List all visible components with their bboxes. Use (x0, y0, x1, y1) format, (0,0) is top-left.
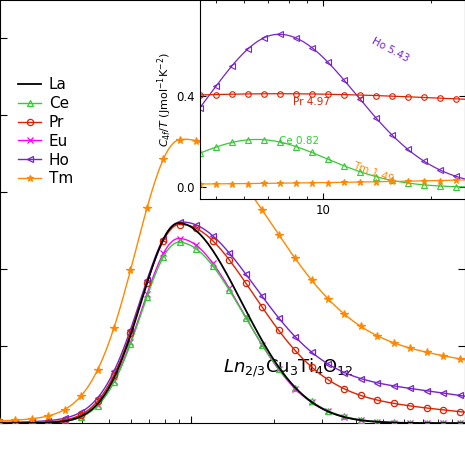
Legend: La, Ce, Pr, Eu, Ho, Tm: La, Ce, Pr, Eu, Ho, Tm (12, 71, 80, 193)
Text: $\mathit{Ln}_{2/3}$Cu$_3$Ti$_4$O$_{12}$: $\mathit{Ln}_{2/3}$Cu$_3$Ti$_4$O$_{12}$ (223, 357, 354, 379)
